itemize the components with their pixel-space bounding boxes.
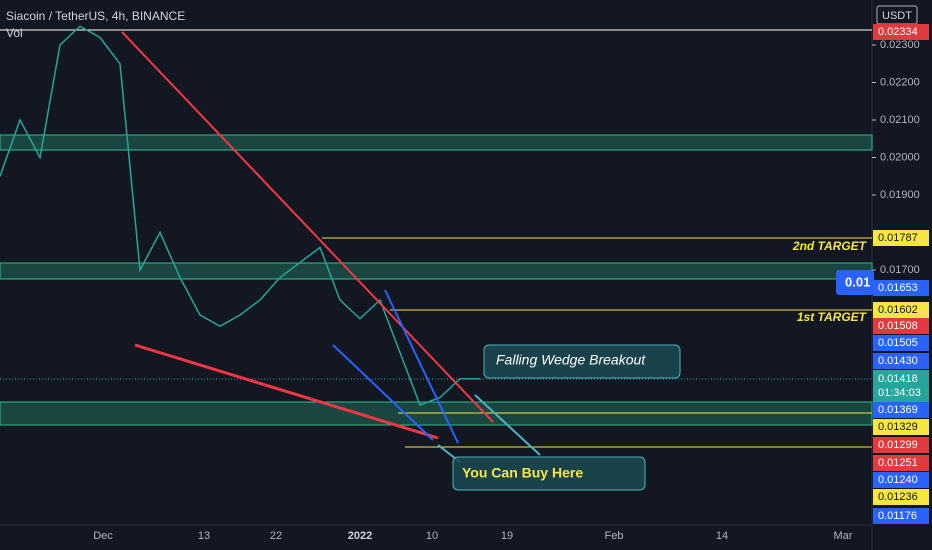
y-tick-label: 0.02200 (880, 76, 920, 88)
price-tag-label: 0.01176 (878, 510, 917, 522)
price-tag-label: 0.01602 (878, 304, 918, 316)
countdown: 01:34:03 (878, 387, 921, 399)
x-tick-label: 13 (198, 530, 210, 542)
price-tag (873, 455, 929, 471)
chart-title: Siacoin / TetherUS, 4h, BINANCE (6, 9, 185, 23)
price-tag (873, 230, 929, 246)
x-tick-label: 2022 (348, 530, 372, 542)
annotation: 2nd TARGET (792, 239, 868, 253)
price-tag-label: 0.01508 (878, 320, 918, 332)
price-tag (873, 280, 929, 296)
annotation: You Can Buy Here (462, 465, 583, 481)
currency-label: USDT (882, 10, 912, 22)
x-tick-label: Dec (93, 530, 113, 542)
price-tag-label: 0.01418 (878, 373, 918, 385)
price-tag-label: 0.01251 (878, 457, 918, 469)
price-tag-label: 0.02334 (878, 26, 918, 38)
cursor-tag-label: 0.01 (845, 274, 870, 289)
callout-box (452, 456, 646, 491)
price-tag-label: 0.01787 (878, 232, 918, 244)
price-tag-label: 0.01329 (878, 421, 918, 433)
x-tick-label: 19 (501, 530, 513, 542)
price-tag-label: 0.01505 (878, 337, 918, 349)
price-tag-label: 0.01653 (878, 282, 918, 294)
price-tag-label: 0.01369 (878, 404, 918, 416)
x-tick-label: 14 (716, 530, 728, 542)
trend-line (121, 31, 494, 423)
price-tag-label: 0.01430 (878, 355, 918, 367)
price-tag (873, 402, 929, 418)
x-tick-label: Feb (605, 530, 624, 542)
callout-box (483, 344, 681, 379)
y-tick-label: 0.01900 (880, 189, 920, 201)
price-line (0, 25, 480, 406)
callout-pointer (474, 394, 541, 456)
zone (0, 134, 873, 151)
x-tick-label: 22 (270, 530, 282, 542)
y-tick-label: 0.01700 (880, 264, 920, 276)
y-tick-label: 0.02000 (880, 151, 920, 163)
cursor-tag (836, 270, 874, 295)
price-tag (873, 24, 929, 40)
price-tag (873, 489, 929, 505)
trend-line (134, 343, 439, 440)
price-tag (873, 419, 929, 435)
price-tag-label: 0.01236 (878, 491, 918, 503)
price-tag (873, 508, 929, 524)
price-tag-label: 0.01299 (878, 439, 918, 451)
y-tick-label: 0.02300 (880, 39, 920, 51)
annotation: Falling Wedge Breakout (496, 352, 646, 368)
indicator-label: Vol (6, 26, 23, 40)
y-tick-label: 0.02100 (880, 114, 920, 126)
price-tag (873, 353, 929, 369)
price-tag (873, 437, 929, 453)
price-tag-label: 0.01240 (878, 474, 918, 486)
price-tag (873, 335, 929, 351)
x-tick-label: 10 (426, 530, 438, 542)
annotation: 1st TARGET (797, 310, 868, 324)
wedge-line (384, 289, 459, 444)
zone (0, 262, 873, 280)
price-tag (873, 318, 929, 334)
price-tag (873, 302, 929, 318)
x-tick-label: Mar (834, 530, 853, 542)
price-tag (873, 472, 929, 488)
wedge-line (332, 344, 434, 441)
price-tag (873, 370, 929, 402)
